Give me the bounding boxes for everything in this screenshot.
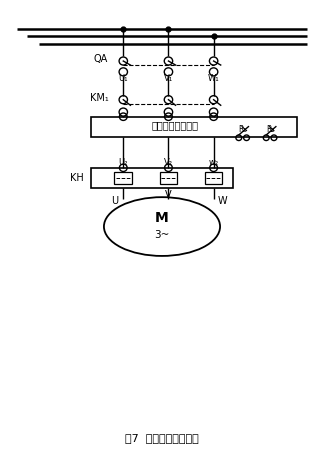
Text: U: U: [111, 196, 118, 206]
Text: W₁: W₁: [208, 74, 219, 83]
Text: R₂: R₂: [266, 125, 274, 134]
Text: QA: QA: [94, 54, 108, 64]
Text: KM₁: KM₁: [90, 93, 109, 103]
Bar: [160, 172, 177, 184]
Bar: [114, 172, 132, 184]
Text: U₂: U₂: [119, 158, 128, 167]
Bar: [205, 172, 223, 184]
Text: W: W: [218, 196, 227, 206]
Bar: [91, 168, 233, 188]
Text: U₁: U₁: [119, 74, 128, 83]
Text: KH: KH: [70, 173, 84, 183]
Text: V: V: [165, 190, 172, 200]
Text: 3~: 3~: [154, 230, 170, 240]
Text: V₂: V₂: [164, 158, 173, 167]
Text: M: M: [155, 211, 169, 225]
Text: 电动机软启动装置: 电动机软启动装置: [151, 120, 198, 130]
Text: V₁: V₁: [164, 74, 173, 83]
Ellipse shape: [104, 197, 220, 256]
Text: R₁: R₁: [238, 125, 247, 134]
Text: 图7  不带旁路的一次图: 图7 不带旁路的一次图: [125, 432, 199, 442]
Text: w₂: w₂: [209, 158, 219, 167]
Bar: [91, 117, 297, 137]
